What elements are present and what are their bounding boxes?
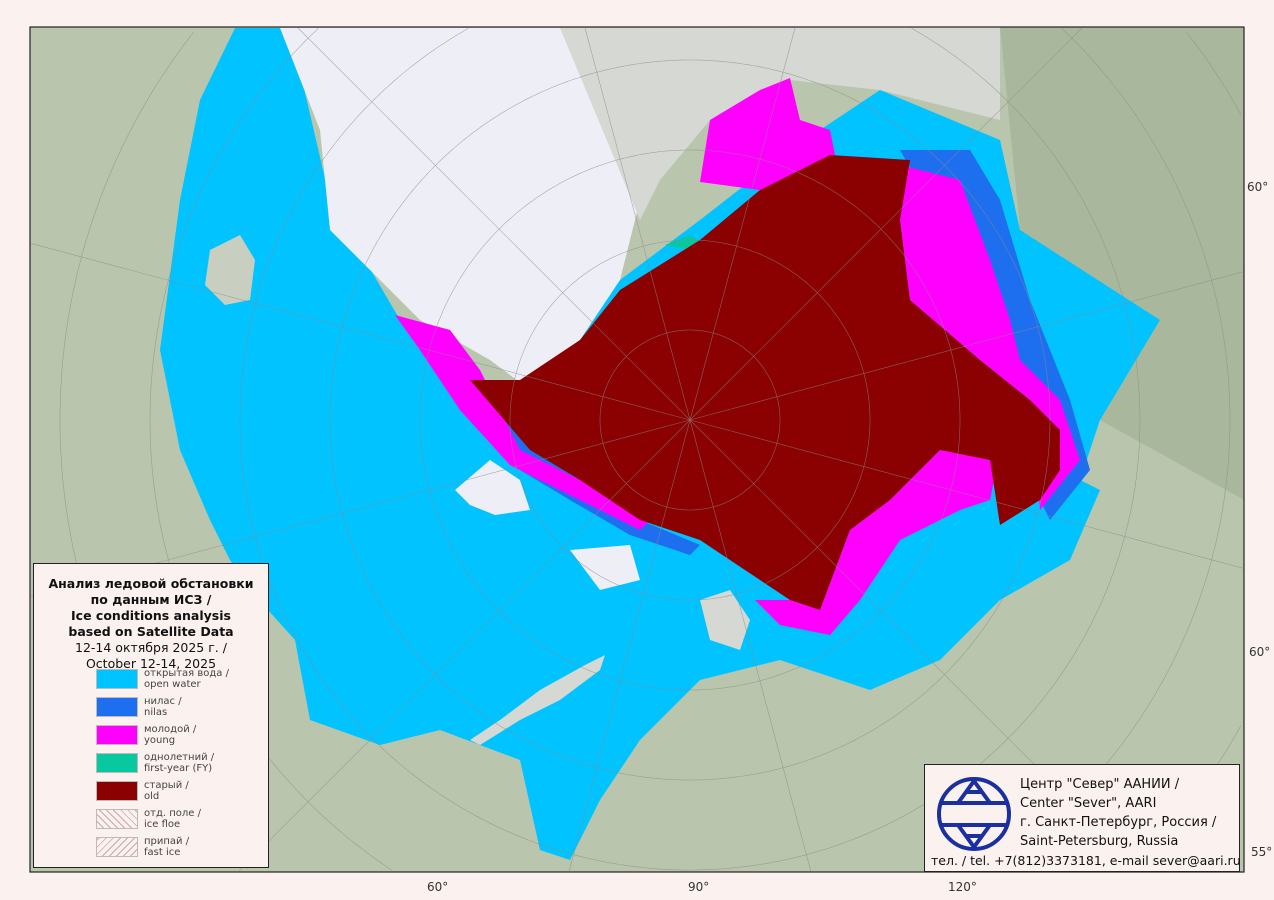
canadian-archipelago (560, 27, 1000, 220)
map-frame (29, 26, 1245, 873)
legend-label-ru: припай / (144, 836, 190, 847)
legend-label-ru: молодой / (144, 724, 197, 735)
organization-box: Центр "Север" ААНИИ / Center "Sever", AA… (924, 764, 1241, 872)
parallel-line (1186, 31, 1242, 115)
legend-label: припай / fast ice (144, 836, 189, 858)
legend-label: старый / old (144, 780, 189, 802)
legend-title: Анализ ледовой обстановки по данным ИСЗ … (34, 576, 268, 672)
legend-label: отд. поле / ice floe (144, 808, 201, 830)
legend-label-ru: открытая вода / (144, 668, 229, 679)
legend-title-line: Анализ ледовой обстановки (48, 576, 254, 591)
meridian-line (584, 27, 691, 421)
parallel-line (911, 28, 1141, 420)
meridian-line (689, 271, 1244, 421)
legend-label-en: old (144, 791, 160, 802)
legend-label-en: ice floe (144, 819, 181, 830)
legend-item: старый / old (96, 780, 189, 802)
legend-label-ru: старый / (144, 780, 189, 791)
graticule-label: 55° (1251, 845, 1273, 859)
legend-label-en: fast ice (144, 847, 181, 858)
legend-label: молодой / young (144, 724, 196, 746)
legend-swatch (96, 781, 138, 801)
parallel-line (329, 59, 1051, 781)
legend-label: однолетний / first-year (FY) (144, 752, 214, 774)
legend-swatch (96, 669, 138, 689)
legend-title-line: Ice conditions analysis (71, 608, 231, 623)
parallel-line (149, 28, 393, 871)
young-ice-top (700, 78, 835, 190)
aari-globe-logo (937, 777, 1011, 851)
legend-date-en: October 12-14, 2025 (85, 656, 217, 671)
legend-swatch (96, 725, 138, 745)
meridian-line (30, 243, 691, 421)
graticule-label: 60° (1247, 180, 1269, 194)
org-name-ru: Центр "Север" ААНИИ / (1020, 777, 1180, 792)
meridian-line (689, 27, 1083, 421)
greenland-ice-sheet (280, 28, 640, 390)
meridian-line (297, 27, 691, 421)
graticule-label: 60° (1249, 645, 1271, 659)
legend-item: припай / fast ice (96, 836, 189, 858)
org-city-en: Saint-Petersburg, Russia (1020, 834, 1179, 849)
graticule-label: 60° (427, 880, 449, 894)
young-ice-lower (755, 450, 1000, 635)
land-tundra-right (1000, 27, 1244, 500)
legend-item: однолетний / first-year (FY) (96, 752, 214, 774)
old-ice-area (470, 155, 1060, 610)
islands-franz-josef (570, 545, 640, 590)
legend-swatch (96, 753, 138, 773)
parallel-line (239, 28, 1141, 871)
graticule-label: 90° (688, 880, 710, 894)
legend-label-ru: однолетний / (144, 752, 215, 763)
org-name-en: Center "Sever", AARI (1020, 796, 1157, 811)
legend-item: нилас / nilas (96, 696, 182, 718)
legend-item: молодой / young (96, 724, 196, 746)
legend-swatch (96, 697, 138, 717)
legend-label-en: open water (144, 679, 201, 690)
parallel-line (599, 329, 781, 511)
meridian-line (568, 419, 691, 872)
legend-label-en: nilas (144, 707, 168, 718)
legend-label-ru: нилас / (144, 696, 182, 707)
legend-label: нилас / nilas (144, 696, 182, 718)
legend-title-line: based on Satellite Data (68, 624, 234, 639)
severnaya-zemlya (700, 590, 750, 650)
org-city-ru: г. Санкт-Петербург, Россия / (1020, 815, 1217, 830)
meridian-line (238, 419, 691, 872)
meridian-line (689, 419, 1244, 569)
legend-item: отд. поле / ice floe (96, 808, 201, 830)
parallel-line (419, 149, 961, 691)
legend-label-en: young (144, 735, 176, 746)
young-ice-left (395, 315, 650, 530)
legend-title-line: по данным ИСЗ / (90, 592, 212, 607)
meridian-line (689, 27, 796, 421)
parallel-line (509, 239, 871, 601)
parallel-line (1061, 28, 1231, 420)
meridian-line (689, 419, 812, 872)
iceland (205, 235, 255, 305)
graticule-label: 120° (948, 880, 977, 894)
legend-swatch (96, 837, 138, 857)
legend-item: открытая вода / open water (96, 668, 229, 690)
legend-swatch (96, 809, 138, 829)
islands-svalbard (455, 460, 530, 515)
org-contact: тел. / tel. +7(812)3373181, e-mail sever… (931, 853, 1241, 868)
legend-label-en: first-year (FY) (144, 763, 213, 774)
novaya-zemlya (470, 655, 605, 745)
legend: Анализ ледовой обстановки по данным ИСЗ … (33, 563, 269, 868)
legend-label: открытая вода / open water (144, 668, 229, 690)
legend-date-ru: 12-14 октября 2025 г. / (75, 640, 227, 655)
legend-label-ru: отд. поле / (144, 808, 201, 819)
